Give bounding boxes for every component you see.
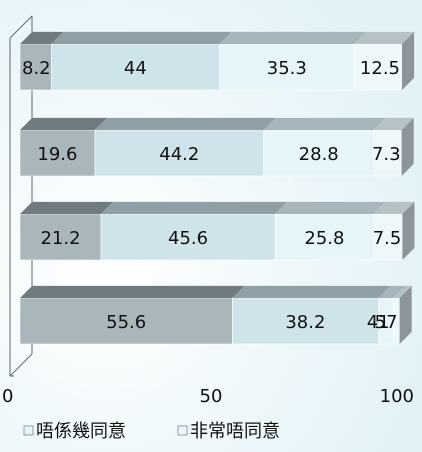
bar-4-segment-1: [19, 297, 233, 345]
bar-2-segment-2-top: [94, 117, 276, 130]
bar-3-segment-2: [100, 213, 276, 261]
data-label-bar-2-seg-4: 7.3: [372, 144, 401, 165]
bar-3-segment-3-top: [275, 201, 386, 214]
bar-1-segment-2-top: [51, 31, 232, 44]
bar-3-segment-2-top: [100, 201, 288, 214]
x-tick-0: 0: [2, 386, 13, 407]
data-label-bar-2-seg-1: 19.6: [37, 144, 77, 165]
bar-2-side: [401, 117, 414, 176]
bar-3-segment-3: [274, 213, 375, 261]
bar-1: [19, 31, 415, 91]
legend-swatch-2: [177, 425, 188, 436]
data-label-bar-3-seg-3: 25.8: [304, 228, 344, 249]
bar-1-segment-3-top: [219, 31, 367, 44]
bar-2-segment-3: [263, 129, 375, 177]
bar-4-segment-4-top: [393, 285, 412, 298]
bar-3-segment-4-top: [373, 201, 415, 214]
bar-4-segment-3-top: [378, 285, 406, 298]
bar-3-segment-1-top: [20, 201, 114, 214]
bar-1-side: [402, 31, 415, 90]
bar-2-segment-2: [94, 129, 265, 177]
data-label-bar-3-seg-1: 21.2: [40, 228, 80, 249]
bar-4: [19, 285, 412, 345]
axis-bottom-diagonal: [9, 353, 33, 377]
data-label-bar-1-seg-1: 8.2: [22, 58, 51, 79]
data-label-bar-1-seg-3: 35.3: [267, 58, 307, 79]
bar-1-segment-1-top: [20, 31, 64, 44]
data-label-bar-1-seg-2: 44: [124, 58, 147, 79]
legend-label-1: 唔係幾同意: [36, 421, 126, 442]
legend: 唔係幾同意 非常唔同意: [23, 421, 280, 442]
bar-3-segment-1: [19, 213, 102, 261]
bar-2-segment-1-top: [20, 117, 107, 130]
data-label-bar-3-seg-4: 7.5: [373, 228, 402, 249]
legend-swatch-1: [23, 425, 34, 436]
bar-4-segment-1-top: [20, 285, 245, 298]
bar-1-segment-1: [19, 43, 52, 91]
bar-1-segment-4: [353, 43, 403, 91]
data-label-bar-2-seg-2: 44.2: [159, 144, 199, 165]
bar-4-side: [399, 285, 412, 344]
data-label-bar-4-seg-4: 57: [375, 312, 398, 333]
data-label-bar-3-seg-2: 45.6: [168, 228, 208, 249]
data-label-bar-2-seg-3: 28.8: [299, 144, 339, 165]
data-labels: 8.2 44 35.3 12.5 19.6 44.2 28.8 7.3 21.2 45.6 25.8…: [22, 58, 401, 333]
data-label-bar-4-seg-1: 55.6: [106, 312, 146, 333]
data-label-bar-4-seg-2: 38.2: [285, 312, 325, 333]
bar-2-segment-1: [19, 129, 96, 177]
bar-4-segment-2-top: [232, 285, 391, 298]
x-axis-ticks: 0 50 100: [2, 386, 414, 407]
bar-1-segment-4-top: [354, 31, 415, 44]
x-tick-100: 100: [380, 386, 414, 407]
bar-2-segment-3-top: [263, 117, 386, 130]
bar-3-segment-4: [373, 213, 403, 261]
legend-label-2: 非常唔同意: [190, 421, 280, 442]
bar-3-side: [402, 201, 415, 260]
data-label-bar-4-seg-3: 41: [367, 312, 390, 333]
x-tick-50: 50: [200, 386, 223, 407]
axis-top-diagonal: [9, 15, 33, 39]
bar-2-segment-4-top: [373, 117, 414, 130]
bars-layer: [19, 31, 415, 345]
data-label-bar-1-seg-4: 12.5: [360, 58, 400, 79]
bar-1-segment-3: [219, 43, 355, 91]
bar-3: [19, 201, 415, 261]
bar-2-segment-4: [373, 129, 402, 177]
bar-2: [19, 117, 414, 177]
